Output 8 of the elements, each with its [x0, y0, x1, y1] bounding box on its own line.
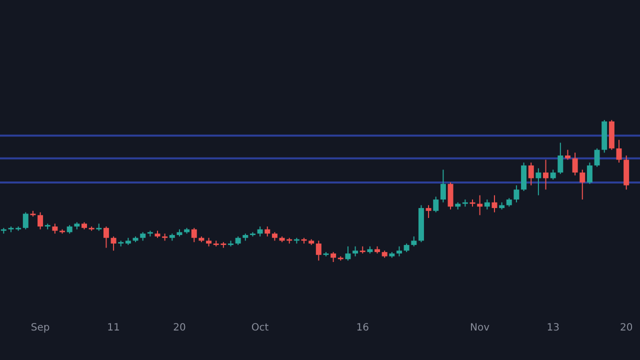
- x-tick-label: 20: [173, 322, 186, 334]
- x-tick-label: Sep: [30, 322, 50, 334]
- x-tick-label: 13: [546, 322, 560, 334]
- x-tick-label: 11: [107, 322, 120, 334]
- x-tick-label: 16: [356, 322, 369, 334]
- x-tick-label: Nov: [470, 322, 490, 334]
- x-tick-label: Oct: [251, 322, 269, 334]
- x-tick-label: 20: [620, 322, 633, 334]
